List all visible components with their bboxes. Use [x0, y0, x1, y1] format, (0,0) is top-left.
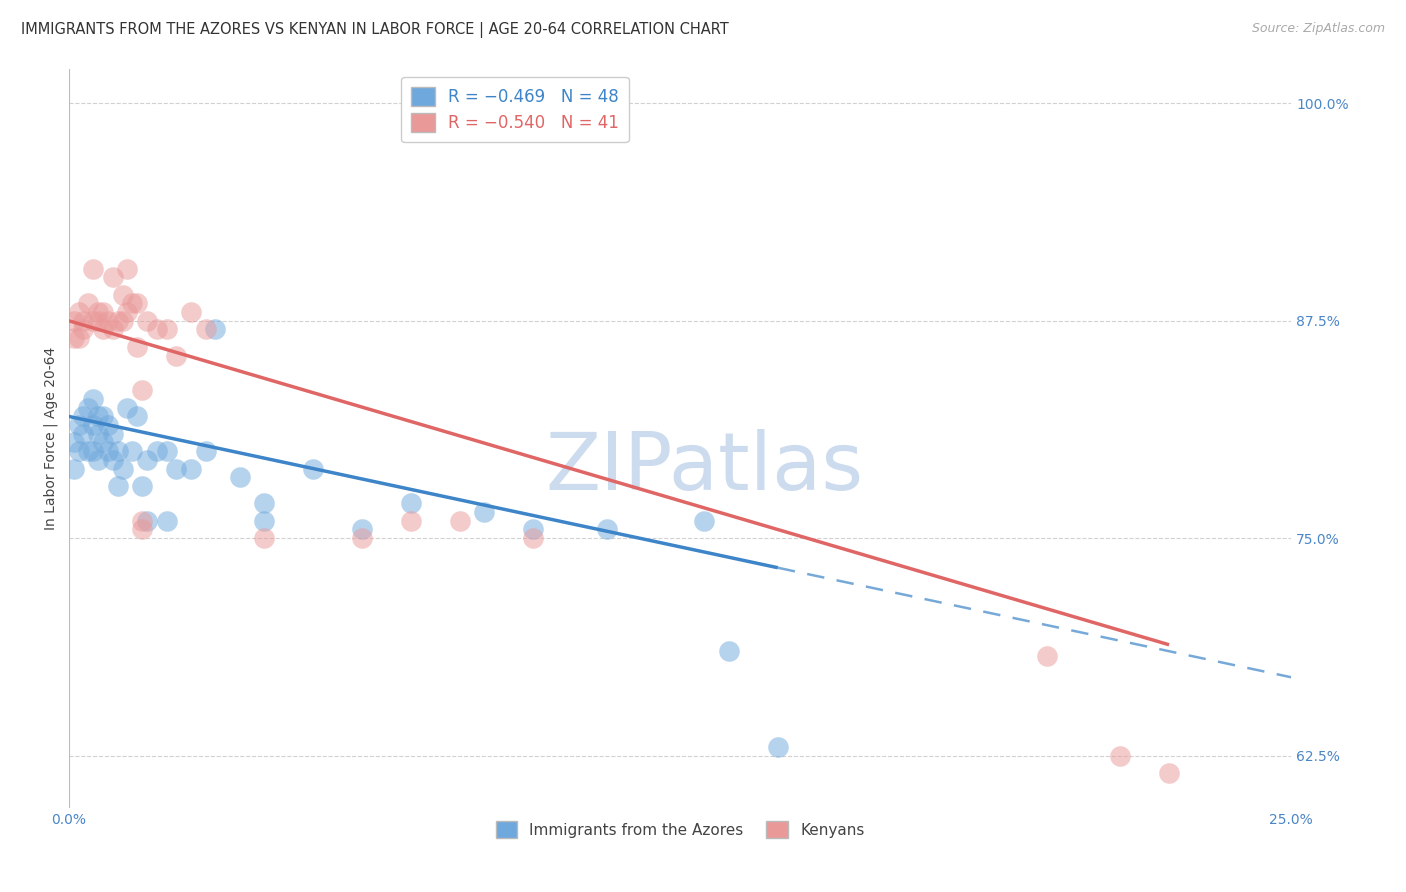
Point [91, 305, 114, 319]
Point [352, 531, 374, 545]
Point [62, 435, 84, 450]
Point [522, 523, 544, 537]
Text: IMMIGRANTS FROM THE AZORES VS KENYAN IN LABOR FORCE | AGE 20-64 CORRELATION CHAR: IMMIGRANTS FROM THE AZORES VS KENYAN IN … [21, 22, 728, 38]
Point [67, 305, 90, 319]
Point [165, 349, 187, 363]
Point [136, 453, 159, 467]
Y-axis label: In Labor Force | Age 20-64: In Labor Force | Age 20-64 [44, 346, 58, 530]
Point [399, 496, 422, 510]
Point [352, 523, 374, 537]
Point [77, 401, 100, 415]
Point [136, 314, 159, 328]
Point [595, 523, 617, 537]
Point [131, 479, 153, 493]
Point [87, 426, 110, 441]
Point [67, 418, 90, 433]
Point [145, 444, 167, 458]
Point [101, 426, 124, 441]
Point [82, 392, 104, 406]
Point [87, 409, 110, 424]
Point [522, 531, 544, 545]
Point [117, 261, 139, 276]
Point [1036, 649, 1059, 664]
Point [131, 384, 153, 398]
Point [107, 444, 129, 458]
Point [111, 314, 134, 328]
Point [131, 514, 153, 528]
Point [101, 453, 124, 467]
Point [131, 523, 153, 537]
Point [62, 461, 84, 475]
Point [127, 409, 149, 424]
Text: Source: ZipAtlas.com: Source: ZipAtlas.com [1251, 22, 1385, 36]
Point [180, 461, 202, 475]
Point [87, 453, 110, 467]
Point [111, 287, 134, 301]
Point [204, 322, 226, 336]
Point [67, 331, 90, 345]
Point [121, 444, 143, 458]
Point [107, 479, 129, 493]
Point [127, 340, 149, 354]
Point [97, 418, 120, 433]
Point [253, 514, 276, 528]
Point [97, 444, 120, 458]
Point [1109, 748, 1132, 763]
Point [302, 461, 325, 475]
Point [194, 444, 217, 458]
Point [474, 505, 496, 519]
Point [117, 401, 139, 415]
Point [62, 314, 84, 328]
Point [253, 531, 276, 545]
Point [97, 314, 120, 328]
Point [67, 444, 90, 458]
Point [229, 470, 252, 484]
Point [72, 426, 94, 441]
Point [87, 305, 110, 319]
Point [87, 314, 110, 328]
Text: ZIPatlas: ZIPatlas [546, 429, 863, 507]
Point [72, 314, 94, 328]
Point [107, 314, 129, 328]
Point [101, 322, 124, 336]
Point [717, 644, 740, 658]
Point [127, 296, 149, 310]
Point [62, 331, 84, 345]
Point [449, 514, 471, 528]
Point [101, 270, 124, 285]
Point [82, 418, 104, 433]
Point [155, 514, 177, 528]
Point [91, 409, 114, 424]
Point [72, 409, 94, 424]
Point [82, 444, 104, 458]
Point [117, 305, 139, 319]
Point [1157, 766, 1180, 780]
Point [399, 514, 422, 528]
Point [155, 444, 177, 458]
Point [136, 514, 159, 528]
Point [77, 296, 100, 310]
Point [145, 322, 167, 336]
Point [77, 444, 100, 458]
Point [82, 314, 104, 328]
Point [165, 461, 187, 475]
Point [766, 739, 789, 754]
Point [82, 261, 104, 276]
Point [91, 435, 114, 450]
Point [253, 496, 276, 510]
Point [91, 322, 114, 336]
Point [111, 461, 134, 475]
Point [194, 322, 217, 336]
Point [72, 322, 94, 336]
Point [180, 305, 202, 319]
Point [155, 322, 177, 336]
Legend: Immigrants from the Azores, Kenyans: Immigrants from the Azores, Kenyans [489, 814, 870, 845]
Point [693, 514, 716, 528]
Point [121, 296, 143, 310]
